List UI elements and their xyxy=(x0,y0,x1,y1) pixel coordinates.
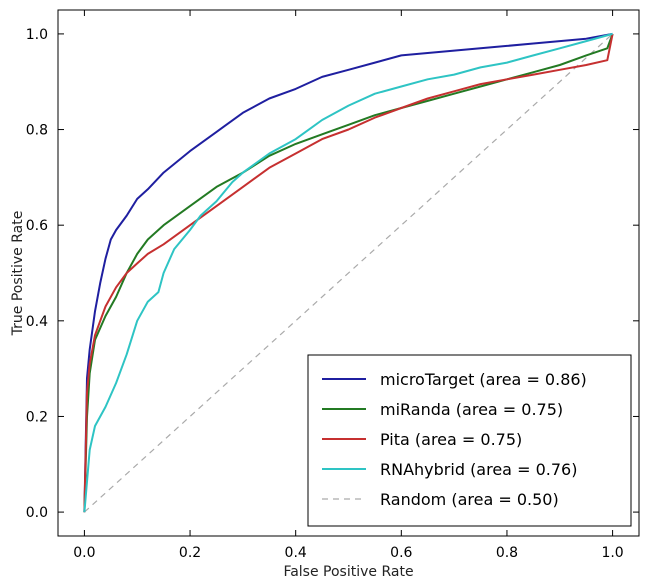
y-tick-label: 0.0 xyxy=(26,505,48,521)
legend-entry-label: Pita (area = 0.75) xyxy=(380,430,522,449)
x-tick-label: 0.4 xyxy=(285,545,307,561)
legend-entry-label: Random (area = 0.50) xyxy=(380,490,559,509)
legend-entry-label: microTarget (area = 0.86) xyxy=(380,370,587,389)
series-line-2 xyxy=(83,33,614,513)
series-line-4 xyxy=(83,33,614,513)
series-line-3 xyxy=(83,32,613,513)
series-line-1 xyxy=(83,33,614,513)
y-tick-label: 0.8 xyxy=(26,123,48,139)
x-tick-label: 0.2 xyxy=(179,545,201,561)
plot-area xyxy=(83,32,614,513)
plot-frame xyxy=(57,9,640,537)
x-axis-label: False Positive Rate xyxy=(283,564,413,580)
x-tick-label: 0.8 xyxy=(496,545,518,561)
legend-entry-label: RNAhybrid (area = 0.76) xyxy=(380,460,577,479)
y-tick-label: 0.2 xyxy=(26,409,48,425)
legend: microTarget (area = 0.86) miRanda (area =… xyxy=(307,354,632,527)
x-tick-label: 1.0 xyxy=(601,545,623,561)
y-tick-label: 0.4 xyxy=(26,314,48,330)
legend-entry-label: miRanda (area = 0.75) xyxy=(380,400,563,419)
legend-box xyxy=(307,354,632,527)
axis-ticks: 0.0 0.2 0.4 0.6 0.8 1.0 0.0 0.2 0.4 0.6 0.8 1.0 xyxy=(26,10,639,561)
y-tick-label: 0.6 xyxy=(26,218,48,234)
series-line-0 xyxy=(83,32,613,513)
y-axis-label: True Positive Rate xyxy=(10,211,26,337)
y-tick-label: 1.0 xyxy=(26,27,48,43)
x-tick-label: 0.6 xyxy=(390,545,412,561)
x-tick-label: 0.0 xyxy=(73,545,95,561)
